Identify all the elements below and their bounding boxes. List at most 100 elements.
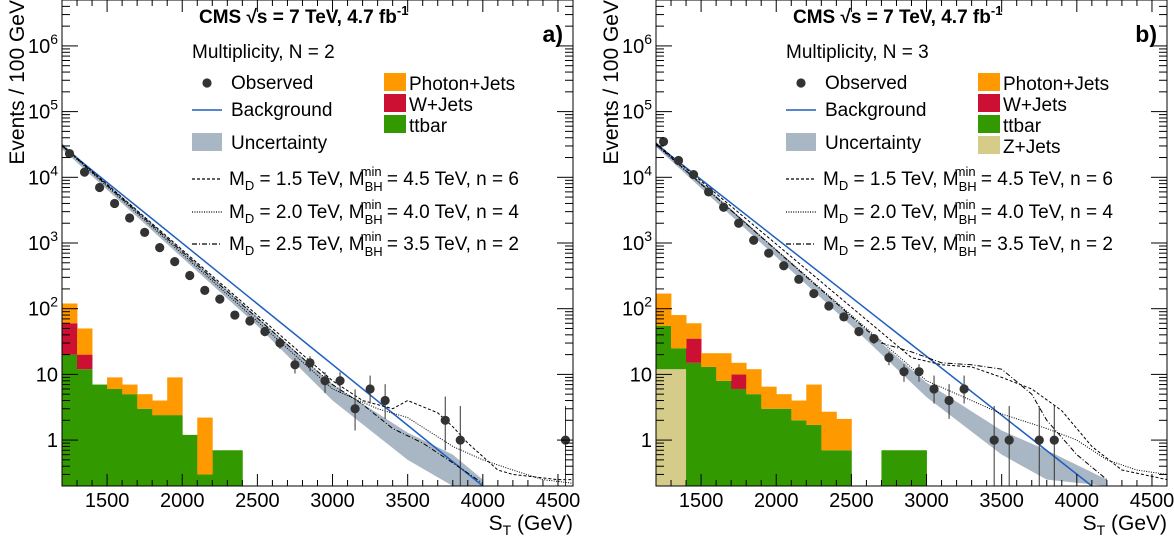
histogram-bar bbox=[821, 450, 837, 486]
histogram-bar bbox=[896, 450, 912, 486]
legend-label: W+Jets bbox=[409, 95, 473, 116]
y-tick-label: 104 bbox=[622, 162, 652, 189]
histogram-bar bbox=[77, 369, 93, 486]
legend-label: Z+Jets bbox=[1003, 137, 1061, 158]
y-tick-label: 1 bbox=[47, 430, 58, 452]
legend-label: W+Jets bbox=[1003, 95, 1067, 116]
y-tick-label: 1 bbox=[641, 430, 652, 452]
data-point bbox=[1004, 435, 1014, 445]
data-point bbox=[899, 367, 909, 377]
y-tick-label: 103 bbox=[28, 228, 58, 255]
data-point bbox=[673, 155, 684, 166]
histogram-bar bbox=[701, 366, 717, 486]
legend-label: Uncertainty bbox=[825, 133, 922, 154]
legend-swatch bbox=[978, 73, 1000, 91]
legend-swatch bbox=[978, 94, 1000, 112]
legend-signal-label: MD = 2.0 TeV, MBHmin = 4.0 TeV, n = 4 bbox=[229, 197, 519, 227]
histogram-bar bbox=[836, 450, 852, 486]
data-point bbox=[200, 285, 210, 295]
stack-z-jets bbox=[656, 369, 687, 486]
legend-uncertainty-swatch bbox=[786, 133, 816, 151]
legend-signal-label: MD = 1.5 TeV, MBHmin = 4.5 TeV, n = 6 bbox=[823, 164, 1113, 194]
multiplicity-label: Multiplicity, N = 2 bbox=[192, 42, 335, 63]
histogram-bar bbox=[122, 394, 138, 486]
histogram-bar bbox=[686, 362, 702, 486]
x-tick-label: 3500 bbox=[385, 490, 430, 512]
histogram-bar bbox=[182, 434, 198, 486]
legend-signal-label: MD = 1.5 TeV, MBHmin = 4.5 TeV, n = 6 bbox=[229, 164, 519, 194]
histogram-bar bbox=[791, 420, 807, 486]
legend-label: ttbar bbox=[409, 116, 448, 137]
x-tick-label: 4000 bbox=[1055, 490, 1100, 512]
data-point bbox=[989, 435, 999, 445]
legend-signal-label: MD = 2.0 TeV, MBHmin = 4.0 TeV, n = 4 bbox=[823, 197, 1113, 227]
experiment-label: CMS √s = 7 TeV, 4.7 fb-1 bbox=[199, 3, 408, 28]
legend-uncertainty-swatch bbox=[192, 133, 222, 151]
histogram-bar bbox=[77, 328, 93, 355]
x-tick-label: 4500 bbox=[536, 490, 581, 512]
data-point bbox=[260, 326, 270, 337]
data-point bbox=[155, 243, 165, 253]
histogram-bar bbox=[92, 384, 108, 486]
histogram-bar bbox=[77, 354, 93, 370]
histogram-bar bbox=[731, 374, 747, 389]
histogram-bar bbox=[197, 417, 213, 475]
histogram-bar bbox=[911, 450, 927, 486]
data-point bbox=[824, 301, 834, 311]
y-tick-label: 10 bbox=[630, 364, 652, 386]
histogram-bar bbox=[806, 424, 822, 486]
data-point bbox=[140, 227, 150, 237]
data-point bbox=[455, 435, 465, 445]
x-axis-label: ST (GeV) bbox=[489, 512, 573, 538]
signal-curve-2 bbox=[656, 144, 1167, 475]
histogram-bar bbox=[167, 415, 183, 486]
x-tick-label: 1500 bbox=[679, 490, 724, 512]
y-axis-label: Events / 100 GeV bbox=[6, 0, 29, 165]
legend-signal-label: MD = 2.5 TeV, MBHmin = 3.5 TeV, n = 2 bbox=[229, 229, 519, 259]
data-point bbox=[365, 384, 375, 394]
histogram-bar bbox=[167, 377, 183, 416]
histogram-bar bbox=[881, 450, 897, 486]
data-point bbox=[734, 218, 744, 228]
x-tick-label: 4000 bbox=[461, 490, 506, 512]
histogram-bar bbox=[746, 394, 762, 486]
histogram-bar bbox=[152, 415, 168, 486]
data-point bbox=[1049, 435, 1059, 445]
observed-points bbox=[64, 148, 571, 486]
legend-swatch bbox=[384, 115, 406, 133]
legend: Observed Background Uncertainty Photon+Jets… bbox=[192, 73, 519, 259]
legend-swatch bbox=[978, 115, 1000, 133]
plot-area bbox=[656, 136, 1167, 486]
data-point bbox=[64, 148, 75, 159]
data-point bbox=[688, 169, 699, 180]
stack-photon-jets bbox=[62, 303, 213, 475]
histogram-bar bbox=[107, 388, 123, 486]
histogram-bar bbox=[62, 303, 78, 324]
histogram-bar bbox=[716, 353, 732, 381]
data-point bbox=[704, 187, 714, 197]
legend-observed-marker bbox=[202, 78, 212, 88]
stack-w-jets bbox=[686, 338, 747, 389]
panel-label: b) bbox=[1135, 21, 1157, 47]
x-tick-label: 4500 bbox=[1130, 490, 1174, 512]
legend-label: Observed bbox=[231, 73, 313, 94]
histogram-bar bbox=[701, 353, 717, 367]
histogram-bar bbox=[197, 474, 213, 486]
legend-swatch bbox=[978, 136, 1000, 154]
data-point bbox=[320, 376, 330, 386]
y-tick-label: 105 bbox=[622, 97, 652, 124]
data-point bbox=[380, 395, 390, 406]
histogram-bar bbox=[791, 400, 807, 421]
stack-ttbar bbox=[62, 354, 243, 486]
multiplicity-label: Multiplicity, N = 3 bbox=[786, 42, 929, 63]
signal-curve-1 bbox=[656, 142, 1167, 481]
histogram-bar bbox=[806, 384, 822, 425]
y-axis: 1 10 102 103 104 105 106 bbox=[622, 0, 1167, 487]
histogram-bar bbox=[821, 411, 837, 451]
histogram-bar bbox=[212, 450, 228, 486]
legend-swatch bbox=[384, 94, 406, 112]
legend-label: Photon+Jets bbox=[1003, 74, 1109, 95]
